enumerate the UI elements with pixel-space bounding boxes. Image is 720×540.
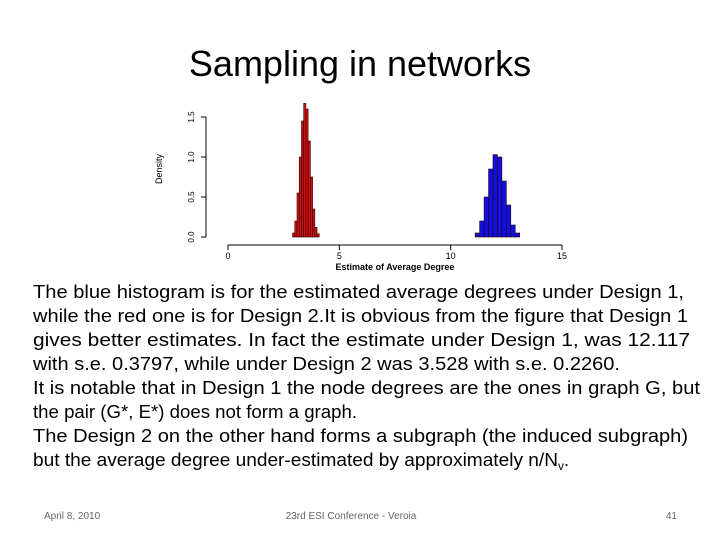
footer-date: April 8, 2010 — [44, 511, 101, 522]
histogram-bar — [314, 227, 318, 238]
slide-title: Sampling in networks — [189, 43, 531, 84]
histogram-bar — [510, 224, 516, 238]
histogram-bar — [296, 192, 300, 238]
body-line: with s.e. 0.3797, while under Design 2 w… — [32, 354, 620, 374]
histogram-bar — [312, 208, 316, 238]
x-tick-label: 0 — [225, 251, 230, 261]
footer-page: 41 — [666, 511, 678, 522]
body-line: The Design 2 on the other hand forms a s… — [33, 426, 688, 446]
histogram-bar — [506, 204, 512, 238]
y-axis-label: Density — [154, 153, 164, 184]
body-text: The blue histogram is for the estimated … — [32, 282, 700, 473]
histogram-bar — [294, 220, 298, 238]
histogram-bar — [483, 196, 489, 238]
histogram-bar — [307, 140, 311, 238]
histogram-bar — [316, 233, 320, 238]
histogram-bar — [492, 154, 498, 238]
histogram-bar — [474, 232, 480, 238]
body-line: while the red one is for Design 2.It is … — [32, 306, 688, 326]
histogram-bar — [303, 103, 307, 238]
body-line: but the average degree under-estimated b… — [33, 450, 569, 473]
histogram-bar — [479, 220, 485, 238]
body-line: the pair (G*, E*) does not form a graph. — [33, 402, 357, 422]
x-tick-label: 10 — [446, 251, 456, 261]
y-tick-label: 0.5 — [187, 191, 196, 203]
x-axis-label: Estimate of Average Degree — [336, 262, 455, 272]
y-tick-label: 1.0 — [187, 151, 196, 163]
body-line: The blue histogram is for the estimated … — [33, 282, 684, 302]
histogram-bar — [301, 120, 304, 238]
histogram-bar — [310, 176, 313, 238]
body-line: It is notable that in Design 1 the node … — [33, 378, 700, 398]
y-tick-label: 0.0 — [187, 231, 196, 243]
y-tick-label: 1.5 — [187, 111, 196, 123]
histogram-bar — [501, 180, 507, 238]
body-line-text: but the average degree under-estimated b… — [33, 450, 558, 470]
histogram-bar — [305, 108, 309, 238]
x-tick-label: 15 — [557, 251, 567, 261]
x-tick-label: 5 — [337, 251, 342, 261]
suffix: . — [564, 450, 569, 470]
histogram-bar — [488, 168, 494, 238]
body-line: gives better estimates. In fact the esti… — [33, 330, 690, 350]
histogram-bar — [497, 156, 503, 238]
chart: 0.0 0.5 1.0 1.5 Density 0 5 10 15 Estimate of Ave… — [154, 103, 567, 272]
histogram-bar — [514, 232, 521, 238]
footer-event: 23rd ESI Conference - Veroia — [286, 511, 417, 522]
histogram-bar — [292, 232, 296, 238]
histogram-bar — [298, 156, 302, 238]
subscript: v — [558, 459, 564, 473]
